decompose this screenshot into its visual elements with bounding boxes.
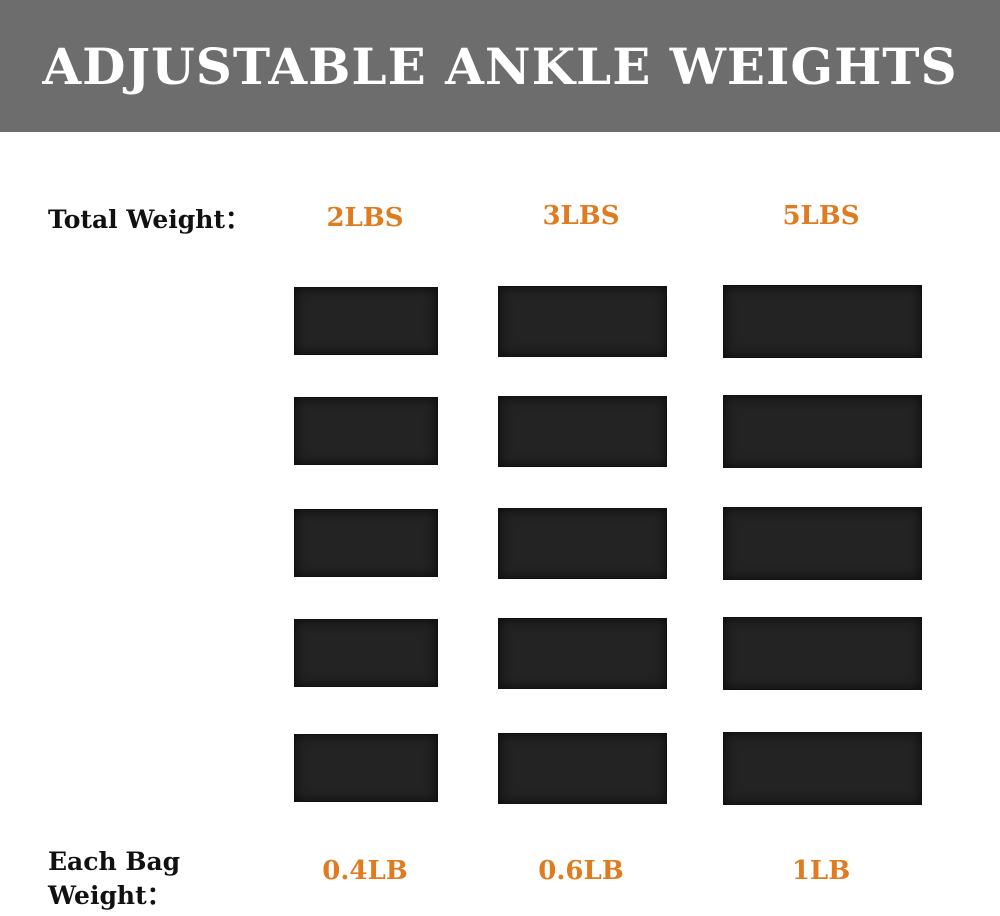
weight-bag: [723, 284, 922, 358]
bag-weight-1lb: 1LB: [791, 856, 851, 886]
weight-bag: [498, 285, 667, 357]
weight-bag: [723, 731, 922, 805]
weight-bag: [723, 506, 922, 580]
weight-bag: [498, 507, 667, 579]
weight-bag: [294, 509, 438, 577]
total-weight-5lbs: 5LBS: [782, 201, 860, 231]
weight-bag: [294, 287, 438, 355]
page-title: ADJUSTABLE ANKLE WEIGHTS: [42, 36, 958, 96]
each-bag-label-line1: Each Bag: [48, 847, 181, 876]
weight-bag: [723, 394, 922, 468]
weight-bag: [294, 734, 438, 802]
each-bag-label-line2: Weight：: [48, 881, 172, 910]
weight-bag: [294, 397, 438, 465]
weight-bag: [294, 619, 438, 687]
weight-bag: [498, 395, 667, 467]
total-weight-3lbs: 3LBS: [542, 201, 620, 231]
bag-weight-0-4lb: 0.4LB: [322, 856, 408, 886]
total-weight-label: Total Weight：: [48, 205, 251, 234]
weight-bag: [498, 617, 667, 689]
total-weight-2lbs: 2LBS: [326, 203, 404, 233]
header-banner: ADJUSTABLE ANKLE WEIGHTS: [0, 0, 1000, 132]
weight-bag: [723, 616, 922, 690]
bag-weight-0-6lb: 0.6LB: [538, 856, 624, 886]
weight-bag: [498, 732, 667, 804]
